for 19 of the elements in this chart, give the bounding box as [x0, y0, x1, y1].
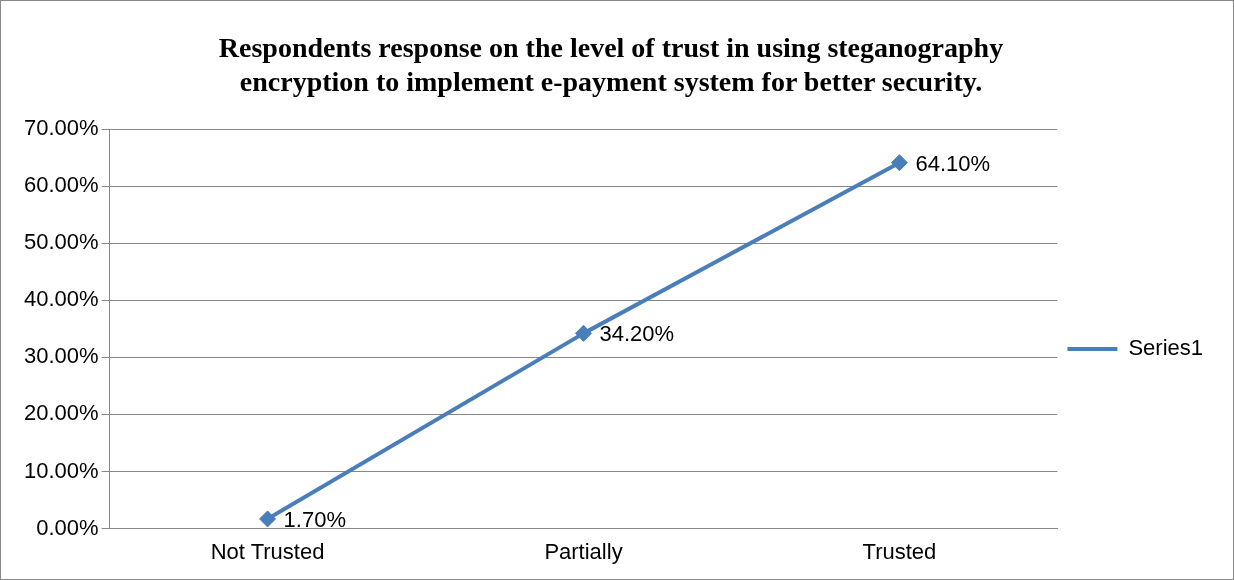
x-tick-label: Trusted: [862, 538, 937, 564]
x-tick-label: Partially: [544, 538, 623, 564]
text: 1.70%: [283, 506, 346, 532]
point: [575, 324, 593, 342]
y-tick-label: 30.00%: [23, 343, 99, 369]
y-tick-label: 20.00%: [23, 400, 99, 426]
text: 34.20%: [599, 321, 675, 347]
text: 64.10%: [915, 150, 991, 176]
point: [890, 154, 908, 172]
legend-label: Series1: [1128, 335, 1203, 361]
y-tick-label: 60.00%: [23, 172, 99, 198]
x-tick-label: Not Trusted: [210, 538, 325, 564]
point: [259, 510, 277, 528]
chart-title: Respondents response on the level of trust in using steganography encryption to implement e-payment system for better security.: [217, 31, 1005, 99]
y-tick-label: 40.00%: [23, 286, 99, 312]
y-tick-label: 0.00%: [36, 514, 99, 540]
y-tick-label: 70.00%: [23, 115, 99, 141]
y-tick-label: 10.00%: [23, 457, 99, 483]
y-tick-label: 50.00%: [23, 229, 99, 255]
